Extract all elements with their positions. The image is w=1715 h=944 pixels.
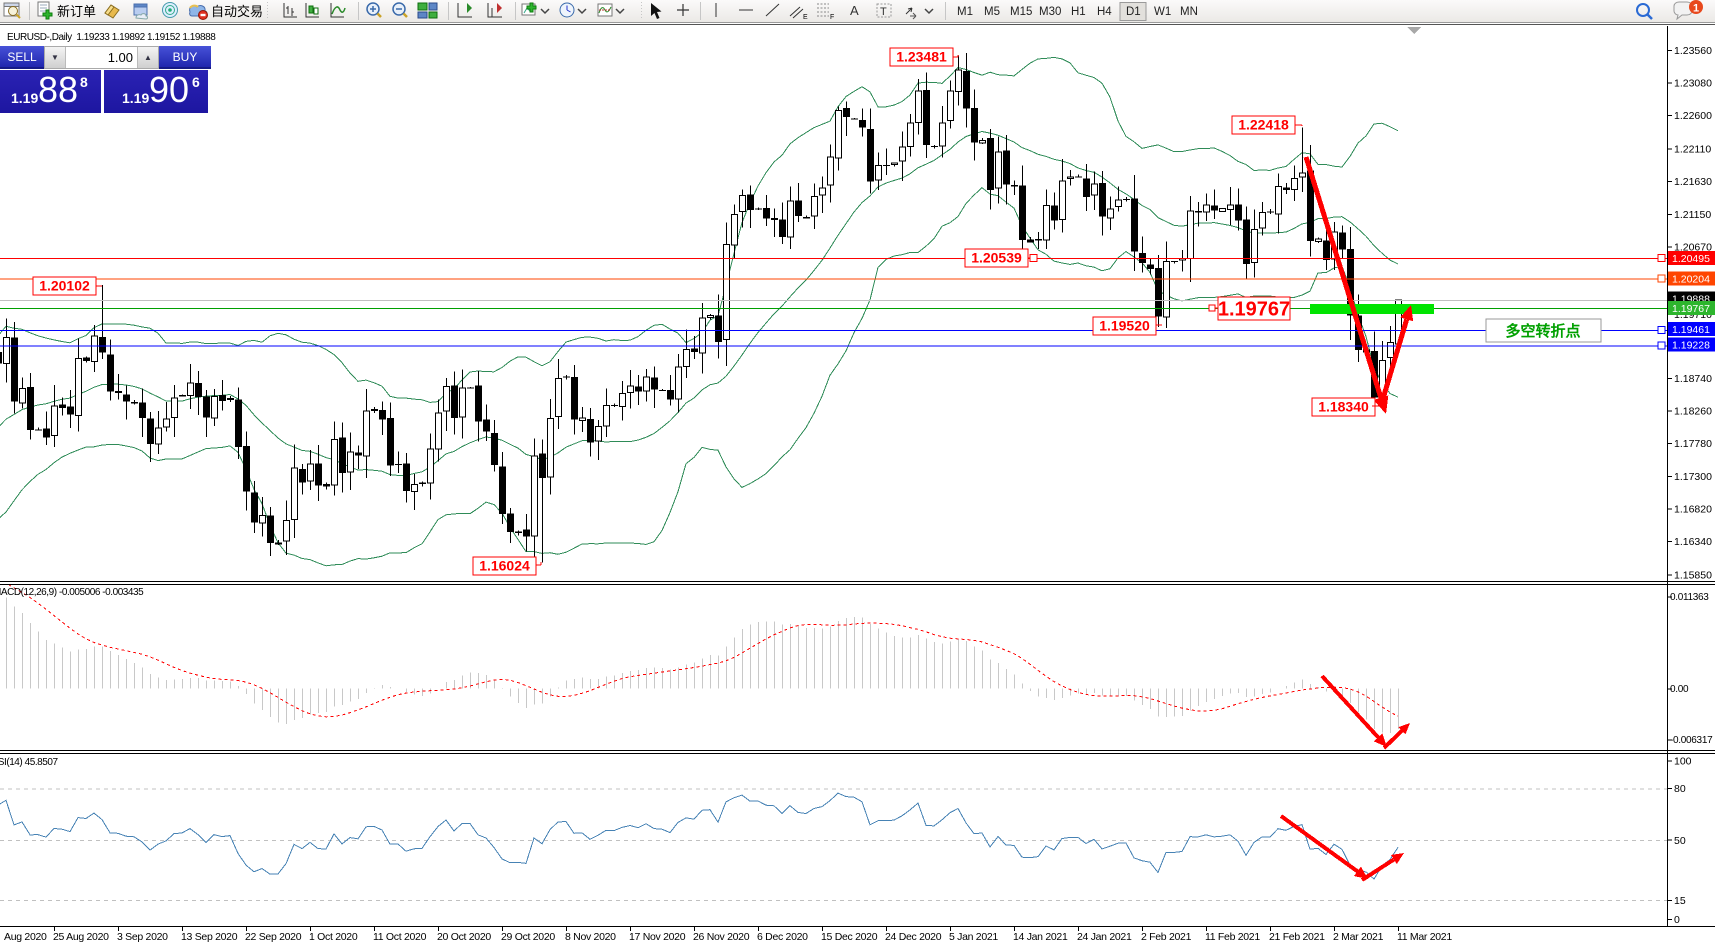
svg-text:自动交易: 自动交易	[211, 4, 263, 19]
svg-text:5 Jan 2021: 5 Jan 2021	[949, 931, 998, 943]
svg-text:11 Feb 2021: 11 Feb 2021	[1205, 931, 1260, 943]
svg-text:1.16340: 1.16340	[1674, 536, 1712, 548]
svg-text:15 Dec 2020: 15 Dec 2020	[821, 931, 878, 943]
svg-text:1.23481: 1.23481	[896, 49, 947, 65]
svg-text:多空转折点: 多空转折点	[1505, 322, 1580, 340]
svg-text:MACD(12,26,9) -0.005006 -0.003: MACD(12,26,9) -0.005006 -0.003435	[0, 587, 144, 598]
svg-text:1.19520: 1.19520	[1099, 318, 1150, 334]
svg-text:H4: H4	[1097, 6, 1112, 18]
svg-text:1.22600: 1.22600	[1674, 110, 1712, 122]
svg-text:80: 80	[1674, 783, 1686, 795]
svg-text:1.20495: 1.20495	[1672, 253, 1710, 265]
svg-text:20 Oct 2020: 20 Oct 2020	[437, 931, 491, 943]
svg-text:100: 100	[1674, 755, 1692, 767]
svg-text:1.18260: 1.18260	[1674, 406, 1712, 418]
svg-text:EURUSD-,Daily 1.19233 1.19892: EURUSD-,Daily 1.19233 1.19892 1.19152 1.…	[7, 32, 216, 43]
svg-text:T: T	[880, 6, 887, 18]
svg-text:1.19228: 1.19228	[1672, 340, 1710, 352]
svg-text:29 Oct 2020: 29 Oct 2020	[501, 931, 555, 943]
svg-text:21 Feb 2021: 21 Feb 2021	[1269, 931, 1325, 943]
svg-text:W1: W1	[1154, 6, 1171, 18]
svg-text:1.20102: 1.20102	[39, 278, 90, 294]
svg-text:3 Sep 2020: 3 Sep 2020	[117, 931, 168, 943]
svg-text:RSI(14) 45.8507: RSI(14) 45.8507	[0, 757, 59, 768]
svg-text:M15: M15	[1010, 6, 1032, 18]
svg-text:1.20670: 1.20670	[1674, 242, 1712, 254]
svg-text:1.19461: 1.19461	[1672, 324, 1710, 336]
svg-text:1: 1	[1693, 3, 1699, 15]
svg-text:0: 0	[1674, 914, 1680, 926]
svg-text:1.21630: 1.21630	[1674, 176, 1712, 188]
svg-text:MN: MN	[1180, 6, 1198, 18]
svg-text:1.20204: 1.20204	[1672, 273, 1710, 285]
svg-text:1.22110: 1.22110	[1674, 144, 1711, 156]
svg-text:17 Nov 2020: 17 Nov 2020	[629, 931, 686, 943]
svg-text:6 Dec 2020: 6 Dec 2020	[757, 931, 808, 943]
svg-text:1.15850: 1.15850	[1674, 569, 1712, 581]
svg-text:M5: M5	[984, 6, 1000, 18]
svg-text:-0.006317: -0.006317	[1670, 735, 1713, 746]
svg-text:13 Sep 2020: 13 Sep 2020	[181, 931, 238, 943]
svg-text:1.19767: 1.19767	[1218, 299, 1290, 321]
svg-text:2 Mar 2021: 2 Mar 2021	[1333, 931, 1384, 943]
svg-text:E: E	[803, 14, 808, 21]
svg-text:1.16024: 1.16024	[479, 558, 530, 574]
svg-text:22 Sep 2020: 22 Sep 2020	[245, 931, 302, 943]
svg-text:26 Nov 2020: 26 Nov 2020	[693, 931, 750, 943]
svg-text:24 Jan 2021: 24 Jan 2021	[1077, 931, 1132, 943]
svg-text:Aug 2020: Aug 2020	[4, 931, 47, 943]
svg-text:50: 50	[1674, 835, 1686, 847]
svg-text:14 Jan 2021: 14 Jan 2021	[1013, 931, 1068, 943]
svg-text:0.00: 0.00	[1670, 684, 1689, 695]
svg-text:1.23080: 1.23080	[1674, 78, 1712, 90]
svg-text:1.22418: 1.22418	[1238, 117, 1289, 133]
svg-text:25 Aug 2020: 25 Aug 2020	[53, 931, 109, 943]
svg-text:8 Nov 2020: 8 Nov 2020	[565, 931, 616, 943]
svg-text:11 Mar 2021: 11 Mar 2021	[1397, 931, 1452, 943]
svg-text:F: F	[830, 14, 834, 21]
svg-text:M30: M30	[1039, 6, 1061, 18]
svg-text:1.18340: 1.18340	[1318, 399, 1369, 415]
svg-text:1 Oct 2020: 1 Oct 2020	[309, 931, 358, 943]
svg-text:D1: D1	[1126, 6, 1141, 18]
svg-text:1.23560: 1.23560	[1674, 45, 1712, 57]
svg-text:M1: M1	[957, 6, 973, 18]
svg-text:15: 15	[1674, 895, 1686, 907]
svg-text:0.011363: 0.011363	[1670, 592, 1709, 603]
svg-text:2 Feb 2021: 2 Feb 2021	[1141, 931, 1192, 943]
svg-text:1.17300: 1.17300	[1674, 471, 1712, 483]
svg-text:H1: H1	[1071, 6, 1086, 18]
svg-text:A: A	[850, 3, 859, 18]
svg-text:1.18740: 1.18740	[1674, 373, 1712, 385]
svg-text:1.20539: 1.20539	[971, 250, 1022, 266]
svg-text:1.17780: 1.17780	[1674, 438, 1712, 450]
svg-text:1.21150: 1.21150	[1674, 209, 1711, 221]
svg-text:11 Oct 2020: 11 Oct 2020	[373, 931, 427, 943]
svg-text:1.16820: 1.16820	[1674, 503, 1712, 515]
svg-text:1.19767: 1.19767	[1672, 303, 1710, 315]
svg-text:24 Dec 2020: 24 Dec 2020	[885, 931, 942, 943]
svg-text:新订单: 新订单	[57, 4, 96, 19]
